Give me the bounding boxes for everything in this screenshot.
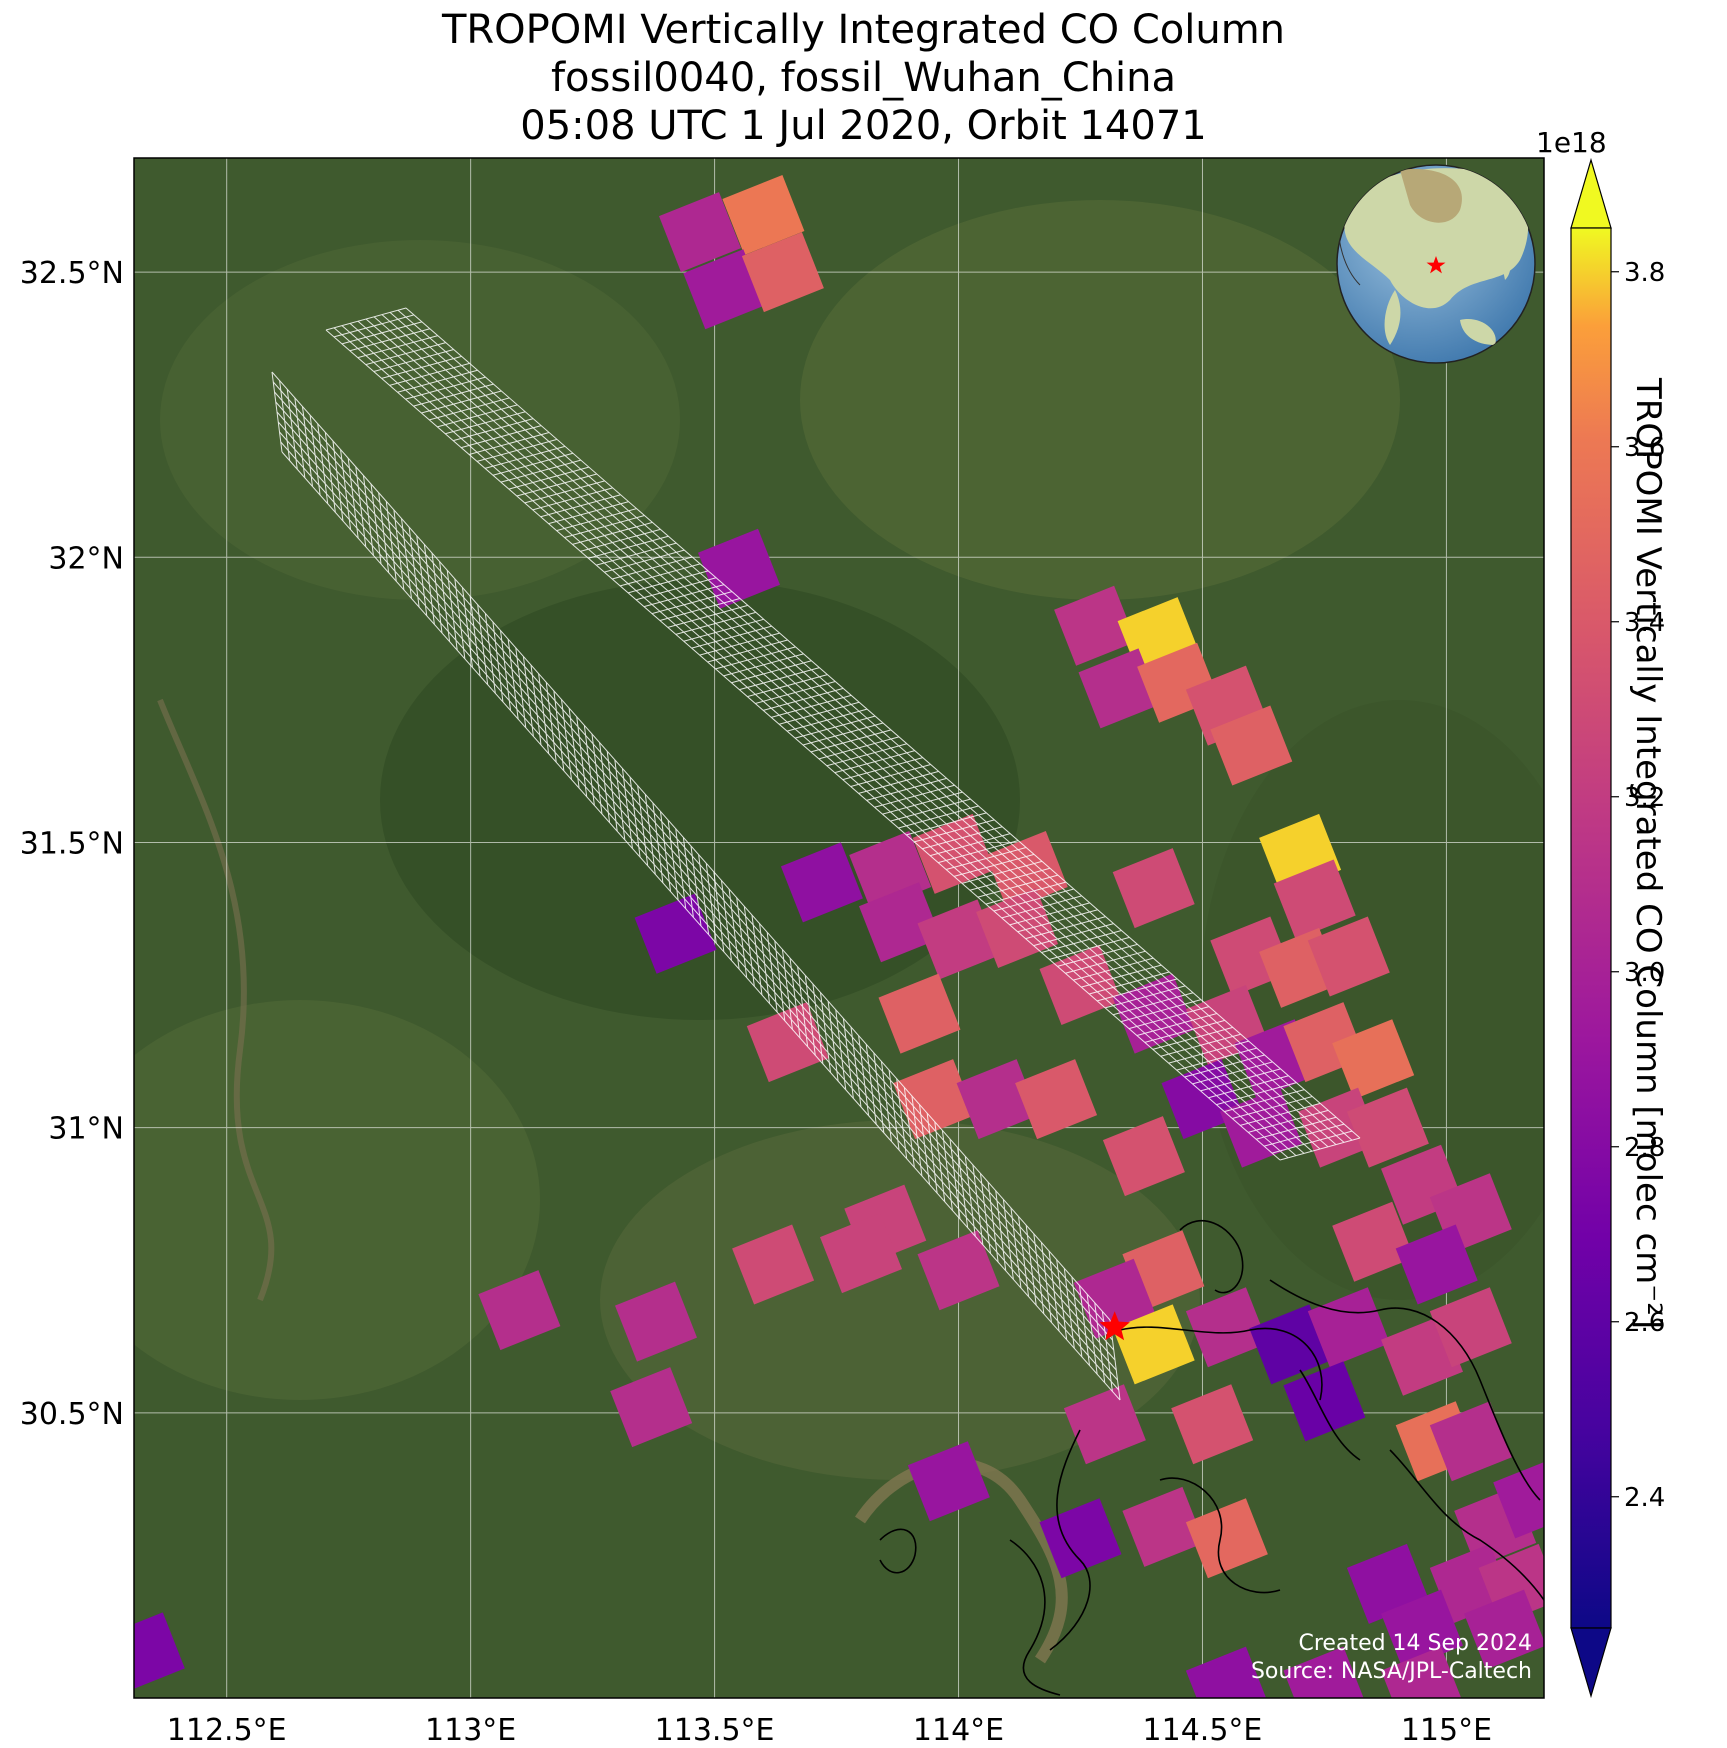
co-pixel (1429, 1287, 1512, 1368)
co-pixel (722, 175, 805, 255)
co-pixel (1332, 1201, 1415, 1282)
co-pixel (1039, 945, 1122, 1025)
co-pixel (1210, 705, 1293, 786)
co-pixel (1381, 1589, 1463, 1670)
longitude-tick-labels: 112.5°E 113°E 113.5°E 114°E 114.5°E 115°E (167, 1713, 1492, 1748)
co-pixel (134, 1612, 185, 1689)
colorbar-tick-label: 3.4 (1624, 608, 1665, 638)
colorbar-tick-label: 3.6 (1624, 433, 1665, 463)
co-pixel (1249, 1304, 1332, 1385)
co-pixel (1054, 585, 1137, 666)
co-pixel (1273, 859, 1356, 940)
co-pixel (615, 1281, 697, 1362)
co-pixel (1429, 1401, 1512, 1482)
co-pixel (610, 1367, 693, 1448)
co-pixel (893, 1059, 976, 1140)
co-pixel (1185, 1646, 1267, 1698)
latitude-tick-labels: 30.5°N 31°N 31.5°N 32°N 32.5°N (20, 256, 124, 1432)
colorbar-tick-label: 2.8 (1624, 1133, 1665, 1163)
inset-globe (1336, 164, 1536, 364)
co-pixel (659, 192, 741, 273)
co-pixel (1464, 1589, 1544, 1670)
lon-tick-label: 114°E (913, 1713, 1004, 1748)
site-star-icon (1099, 1311, 1130, 1341)
co-pixel (1063, 1384, 1146, 1465)
lat-tick-label: 31.5°N (20, 826, 124, 861)
colorbar-gradient (1570, 227, 1612, 1629)
co-pixel (820, 1213, 902, 1294)
source-credit: Source: NASA/JPL-Caltech (1250, 1659, 1532, 1684)
colorbar-title: TROPOMI Vertically Integrated CO Column … (1628, 378, 1668, 1330)
co-pixel (912, 813, 995, 894)
co-pixel (1307, 1287, 1390, 1368)
swath-mesh (271, 307, 1361, 1401)
co-pixel (780, 842, 863, 923)
colorbar-tick-label: 3.2 (1624, 783, 1665, 813)
lat-tick-label: 32.5°N (20, 256, 124, 291)
co-pixel (956, 1059, 1039, 1140)
co-pixel (1493, 1462, 1544, 1539)
lon-tick-label: 113°E (425, 1713, 516, 1748)
co-pixels (134, 175, 1544, 1698)
co-pixel (917, 899, 1000, 980)
lon-tick-label: 112.5°E (167, 1713, 287, 1748)
lat-tick-label: 30.5°N (20, 1397, 124, 1432)
co-pixel (741, 232, 824, 313)
co-pixel (732, 1224, 815, 1305)
co-pixel (907, 1441, 990, 1522)
co-pixel (1171, 1384, 1254, 1465)
co-pixel (1283, 1646, 1364, 1698)
created-date: Created 14 Sep 2024 (1298, 1631, 1533, 1656)
co-pixel (683, 249, 766, 330)
colorbar-tick-label: 3.8 (1624, 258, 1665, 288)
co-pixel (1112, 848, 1195, 929)
co-pixel (1122, 1486, 1205, 1567)
site-star-marker (1099, 1311, 1130, 1341)
lon-tick-label: 114.5°E (1143, 1713, 1263, 1748)
map-frame (133, 157, 1545, 1699)
globe-site-star-icon (1426, 256, 1446, 274)
colorbar-tick-label: 3.0 (1624, 958, 1665, 988)
co-pixel (985, 831, 1068, 911)
co-pixel (878, 973, 961, 1054)
colorbar-max-extend (1570, 157, 1612, 229)
gridlines (134, 158, 1544, 1698)
title-line-2: fossil0040, fossil_Wuhan_China (550, 55, 1177, 101)
co-pixel (1185, 1287, 1268, 1368)
colorbar-tick-label: 2.6 (1624, 1308, 1665, 1338)
co-pixel (917, 1230, 1000, 1311)
title-line-3: 05:08 UTC 1 Jul 2020, Orbit 14071 (520, 103, 1207, 149)
co-pixel (1332, 1019, 1415, 1100)
colorbar: 2.4 2.6 2.8 3.0 3.2 3.4 3.6 3.8 (1570, 157, 1665, 1699)
co-pixel (634, 893, 717, 974)
co-pixel (859, 882, 941, 963)
co-pixel (1346, 1087, 1429, 1168)
contour-lines (879, 1219, 1544, 1696)
co-pixel (1112, 1304, 1195, 1385)
co-pixel (1283, 1361, 1366, 1442)
lat-tick-label: 31°N (48, 1112, 124, 1147)
co-pixel (1395, 1224, 1478, 1305)
co-pixel (1307, 916, 1390, 997)
co-pixel (478, 1270, 561, 1351)
colorbar-scale-exponent: 1e18 (1536, 126, 1607, 159)
title-line-1: TROPOMI Vertically Integrated CO Column (441, 7, 1286, 53)
co-pixel (1381, 1646, 1462, 1698)
co-pixel (1015, 1059, 1098, 1140)
co-pixel (1039, 1498, 1122, 1579)
co-pixel (1185, 1498, 1268, 1579)
lon-tick-label: 115°E (1401, 1713, 1492, 1748)
lat-tick-label: 32°N (48, 541, 124, 576)
lon-tick-label: 113.5°E (655, 1713, 775, 1748)
co-pixel (1102, 1116, 1185, 1197)
colorbar-min-extend (1570, 1627, 1612, 1699)
colorbar-tick-label: 2.4 (1624, 1483, 1665, 1513)
